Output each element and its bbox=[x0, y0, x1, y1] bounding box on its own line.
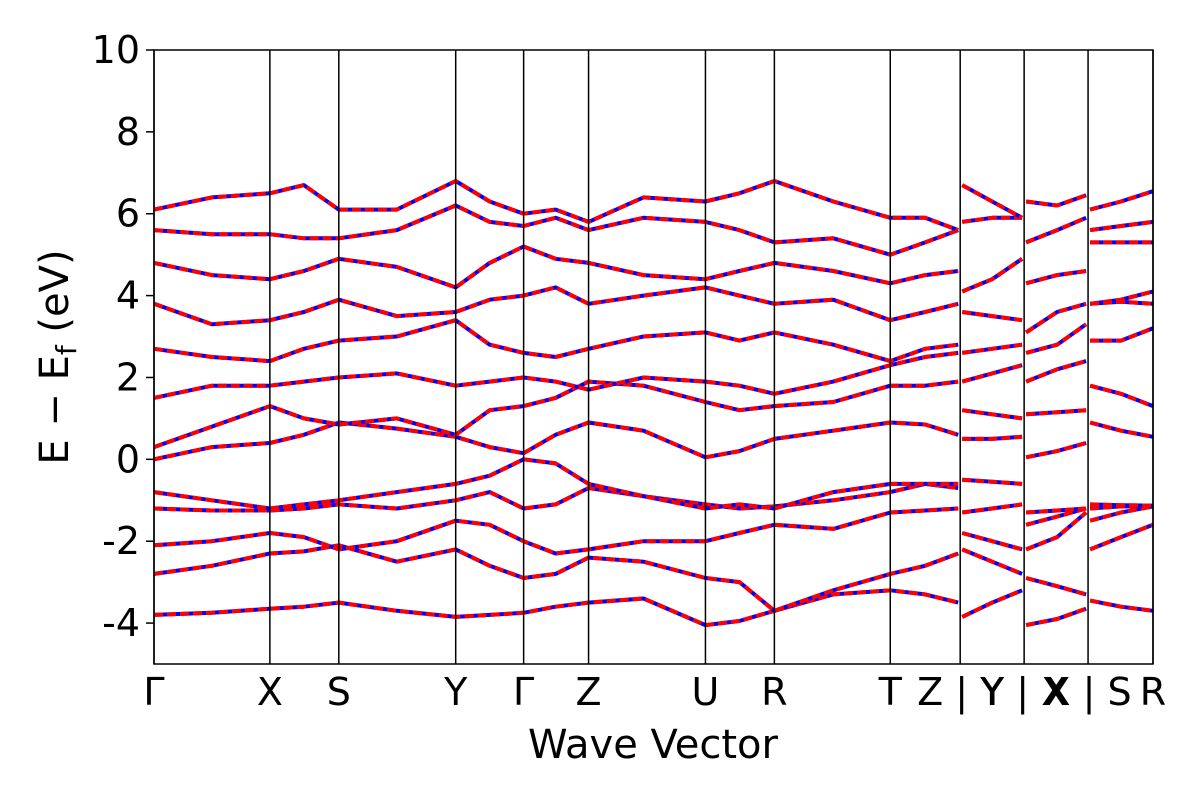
plot-frame bbox=[153, 49, 1154, 665]
y-tick-label: 10 bbox=[92, 28, 140, 72]
x-tick-label: Γ bbox=[513, 670, 534, 714]
x-tick-label: Y | X bbox=[980, 670, 1067, 715]
y-label-sub: f bbox=[50, 344, 83, 355]
y-label-unit: (eV) bbox=[32, 249, 78, 345]
band-underlay bbox=[153, 504, 1153, 556]
y-tick-label: 0 bbox=[116, 437, 140, 481]
x-tick-label: Z | Y bbox=[917, 670, 1004, 715]
band-underlay bbox=[153, 289, 1154, 364]
x-tick-label: U bbox=[692, 670, 720, 714]
band bbox=[153, 326, 1154, 400]
y-tick-label: 4 bbox=[116, 274, 140, 318]
x-axis-label: Wave Vector bbox=[528, 722, 779, 768]
band bbox=[153, 203, 1154, 257]
band bbox=[153, 420, 1154, 462]
y-tick-label: 2 bbox=[116, 355, 140, 399]
band bbox=[153, 240, 1153, 294]
band-underlay bbox=[153, 420, 1154, 462]
band-underlay bbox=[153, 203, 1154, 257]
y-tick-label: 8 bbox=[116, 110, 140, 154]
x-tick-label: R bbox=[1140, 670, 1166, 714]
band bbox=[153, 179, 1154, 232]
x-tick-label: X | S bbox=[1045, 670, 1132, 715]
x-tick-label: R bbox=[761, 670, 787, 714]
x-tick-label: Y bbox=[443, 670, 468, 714]
band bbox=[153, 457, 1154, 515]
y-label-main: E − E bbox=[32, 355, 78, 465]
x-tick-label: Γ bbox=[143, 670, 164, 714]
band bbox=[153, 285, 1154, 335]
band bbox=[153, 588, 1154, 628]
y-tick-label: -4 bbox=[102, 601, 140, 645]
x-tick-label: S bbox=[327, 670, 351, 714]
x-tick-label: Z bbox=[576, 670, 602, 714]
band bbox=[153, 379, 1154, 449]
y-axis-label: E − Ef (eV) bbox=[32, 249, 83, 464]
band bbox=[153, 481, 1154, 527]
band-underlay bbox=[153, 285, 1154, 335]
band bbox=[153, 504, 1153, 556]
y-tick-label: 6 bbox=[116, 192, 140, 236]
y-tick-label: -2 bbox=[102, 519, 140, 563]
band bbox=[153, 522, 1154, 613]
x-tick-label: T bbox=[878, 670, 903, 714]
band bbox=[153, 289, 1154, 364]
x-tick-label: X bbox=[257, 670, 283, 714]
band-underlay bbox=[153, 240, 1153, 294]
